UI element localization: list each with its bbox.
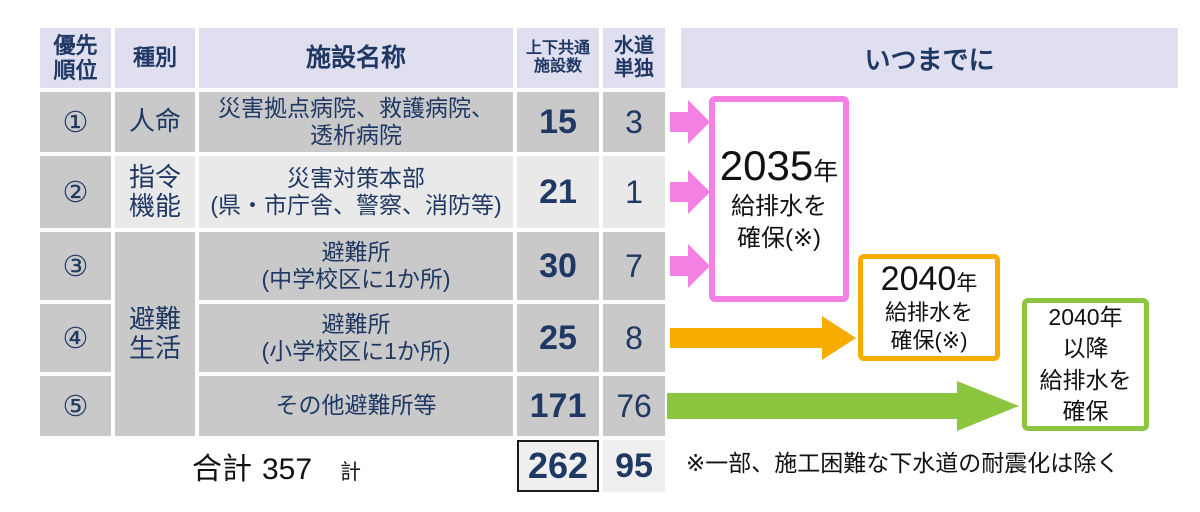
type-line: 機能 [128, 191, 181, 221]
deadline-text: 確保(※) [736, 225, 822, 253]
deadline-box-2035: 2035年 給排水を 確保(※) [709, 96, 849, 302]
grand-total-label: 合計 [191, 453, 252, 486]
water-count: 76 [603, 376, 665, 436]
header-line: 単独 [614, 58, 654, 80]
header-line: 水道 [614, 35, 654, 57]
common-count: 30 [517, 232, 599, 300]
header-line: 施設数 [533, 58, 582, 75]
deadline-year: 2040年 [881, 260, 978, 299]
type-cell-merged: 避難 生活 [115, 232, 195, 436]
deadline-box-2040: 2040年 給排水を 確保(※) [858, 254, 1000, 361]
col-header-type: 種別 [115, 28, 195, 88]
table-row-5: ⑤ その他避難所等 171 76 [40, 376, 665, 436]
deadline-text: 2040年 [1048, 304, 1123, 331]
facility-cell: 避難所 (小学校区に1か所) [199, 304, 513, 372]
deadline-text: 確保 [1062, 397, 1109, 424]
footnote: ※一部、施工困難な下水道の耐震化は除く [686, 450, 1120, 476]
facility-line: 透析病院 [310, 122, 402, 148]
deadline-year: 2035年 [720, 142, 838, 190]
table-row-3: ③ 避難 生活 避難所 (中学校区に1か所) 30 7 [40, 232, 665, 436]
col-header-priority: 優先 順位 [40, 28, 111, 88]
facility-line: (中学校区に1か所) [261, 266, 451, 292]
water-count: 1 [603, 156, 665, 228]
facility-line: (県・市庁舎、警察、消防等) [210, 192, 502, 218]
header-line: 上下共通 [525, 39, 590, 57]
deadline-text: 給排水を [731, 192, 827, 220]
col-header-common-count: 上下共通 施設数 [517, 28, 599, 88]
water-total: 95 [603, 440, 665, 492]
facility-line: 災害対策本部 [287, 164, 425, 191]
deadline-text: 以降 [1062, 335, 1109, 362]
pink-arrow-icon [670, 244, 710, 288]
common-count: 171 [517, 376, 599, 436]
deadline-text: 確保(※) [890, 328, 968, 354]
deadline-box-2040-later: 2040年 以降 給排水を 確保 [1022, 298, 1149, 431]
subtotal-label: 計 [340, 461, 362, 484]
year-number: 2035 [719, 142, 814, 190]
type-cell: 指令 機能 [115, 156, 195, 228]
header-line: 順位 [53, 58, 98, 83]
orange-arrow-icon [670, 316, 856, 360]
pink-arrow-icon [670, 170, 710, 214]
type-cell: 人命 [115, 92, 195, 152]
common-total: 262 [517, 440, 599, 492]
type-line: 避難 [128, 303, 181, 334]
facility-cell: 避難所 (中学校区に1か所) [199, 232, 513, 300]
green-arrow-icon [667, 381, 1019, 431]
table-row-1: ① 人命 災害拠点病院、救護病院、 透析病院 15 3 [40, 92, 665, 152]
common-count: 15 [517, 92, 599, 152]
priority-number: ④ [40, 304, 111, 372]
priority-number: ③ [40, 232, 111, 300]
table-footer-row: 合計 357 計 262 95 [40, 440, 665, 492]
deadline-text: 給排水を [1039, 366, 1132, 393]
col-header-water-only: 水道 単独 [603, 28, 665, 88]
facility-line: その他避難所等 [275, 392, 437, 419]
pink-arrow-icon [670, 100, 710, 144]
deadline-text: 給排水を [884, 299, 973, 325]
type-line: 人命 [128, 106, 181, 137]
water-count: 7 [603, 232, 665, 300]
priority-table: 優先 順位 種別 施設名称 上下共通 施設数 水道 単独 ① 人命 災害拠点病院… [36, 24, 669, 496]
year-suffix: 年 [956, 271, 978, 295]
year-suffix: 年 [813, 158, 839, 187]
type-line: 指令 [128, 161, 181, 192]
priority-number: ① [40, 92, 111, 152]
table-header-row: 優先 順位 種別 施設名称 上下共通 施設数 水道 単独 [40, 28, 665, 88]
common-count: 21 [517, 156, 599, 228]
facility-line: 避難所 [321, 310, 391, 337]
grand-total-cell: 合計 357 計 [40, 440, 513, 492]
common-count: 25 [517, 304, 599, 372]
facility-line: 避難所 [321, 238, 391, 265]
facility-line: (小学校区に1か所) [261, 338, 451, 364]
facility-cell: 災害拠点病院、救護病院、 透析病院 [199, 92, 513, 152]
table-row-4: ④ 避難所 (小学校区に1か所) 25 8 [40, 304, 665, 372]
col-header-facility: 施設名称 [199, 28, 513, 88]
priority-number: ② [40, 156, 111, 228]
priority-number: ⑤ [40, 376, 111, 436]
facility-line: 災害拠点病院、救護病院、 [218, 94, 494, 121]
table-row-2: ② 指令 機能 災害対策本部 (県・市庁舎、警察、消防等) 21 1 [40, 156, 665, 228]
year-number: 2040 [880, 259, 957, 298]
water-count: 8 [603, 304, 665, 372]
facility-cell: 災害対策本部 (県・市庁舎、警察、消防等) [199, 156, 513, 228]
facility-cell: その他避難所等 [199, 376, 513, 436]
water-count: 3 [603, 92, 665, 152]
type-line: 生活 [128, 333, 181, 363]
grand-total-value: 357 [261, 453, 313, 486]
header-line: 優先 [53, 32, 98, 58]
col-header-deadline: いつまでに [681, 28, 1178, 88]
